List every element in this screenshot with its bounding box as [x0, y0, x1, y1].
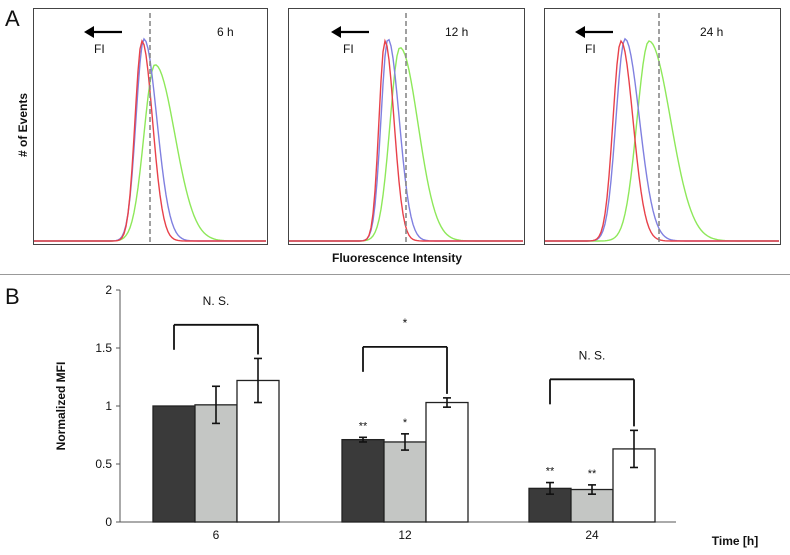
- bar: [341, 438, 385, 523]
- x-tick-label: 6: [213, 528, 220, 542]
- significance-label: *: [403, 316, 408, 330]
- arrow-left-icon: [575, 25, 615, 44]
- red-histogram-curve: [545, 39, 779, 242]
- bar: [383, 441, 427, 523]
- histogram-y-axis-label: # of Events: [16, 92, 30, 158]
- fi-label: FI: [585, 42, 596, 56]
- histogram-panel-24h: FI 24 h: [544, 8, 781, 245]
- y-tick-label: 0: [105, 515, 112, 529]
- significance-label: N. S.: [203, 294, 230, 308]
- histogram-panel-12h: FI 12 h: [288, 8, 525, 245]
- arrow-left-icon: [84, 25, 124, 44]
- panel-divider: [0, 274, 790, 275]
- histogram-x-axis-label: Fluorescence Intensity: [332, 251, 463, 265]
- bar: [152, 405, 196, 523]
- histogram-time-label: 24 h: [700, 25, 724, 39]
- significance-star: **: [359, 420, 368, 432]
- x-axis-label: Time [h]: [712, 534, 758, 548]
- bar: [425, 401, 469, 523]
- histogram-time-label: 6 h: [217, 25, 234, 39]
- red-histogram-curve: [289, 38, 523, 242]
- panel-a-letter: A: [5, 6, 20, 31]
- histogram-time-label: 12 h: [445, 25, 469, 39]
- fi-label: FI: [94, 42, 105, 56]
- histogram-plot-12h: [289, 13, 523, 244]
- bar: [236, 379, 280, 523]
- significance-star: *: [403, 417, 408, 429]
- x-tick-label: 12: [398, 528, 412, 542]
- y-axis-label: Normalized MFI: [54, 362, 68, 451]
- green-histogram-curve: [545, 40, 779, 242]
- x-tick-label: 24: [585, 528, 599, 542]
- arrow-left-icon: [331, 25, 371, 44]
- y-tick-label: 1.5: [95, 341, 112, 355]
- y-tick-label: 1: [105, 399, 112, 413]
- histogram-plot-24h: [545, 13, 779, 244]
- histogram-panel-6h: FI 6 h: [33, 8, 268, 245]
- histogram-plot-6h: [34, 13, 266, 244]
- panel-b-letter: B: [5, 284, 20, 309]
- bar: [194, 404, 238, 523]
- y-tick-label: 0.5: [95, 457, 112, 471]
- y-tick-label: 2: [105, 283, 112, 297]
- red-histogram-curve: [34, 39, 266, 242]
- blue-histogram-curve: [545, 37, 779, 242]
- significance-star: **: [588, 468, 597, 480]
- significance-label: N. S.: [579, 348, 606, 362]
- fi-label: FI: [343, 42, 354, 56]
- significance-star: **: [546, 466, 555, 478]
